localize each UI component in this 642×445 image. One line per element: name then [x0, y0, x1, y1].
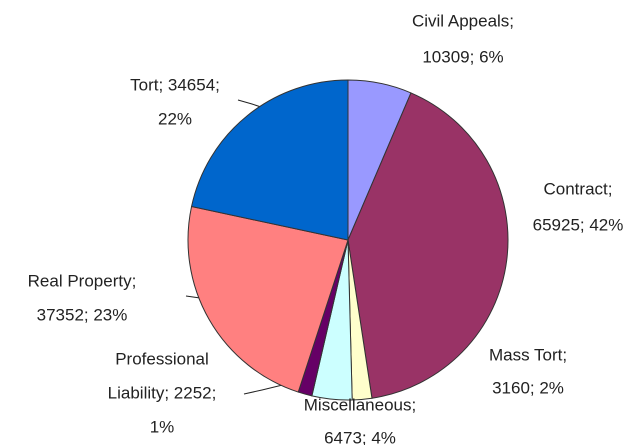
slice-label: 22% — [158, 109, 192, 128]
slice-label: 6473; 4% — [324, 428, 396, 445]
slice-label: Mass Tort; — [489, 345, 567, 364]
slice-label: Miscellaneous; — [304, 395, 416, 414]
slice-label: Liability; 2252; — [108, 383, 217, 402]
slice-label: 37352; 23% — [37, 305, 128, 324]
pie-slice — [190, 79, 349, 241]
slice-label: Civil Appeals; — [412, 11, 514, 30]
slice-label: Contract; — [544, 179, 613, 198]
slice-label: 3160; 2% — [492, 378, 564, 397]
slice-label: 10309; 6% — [422, 47, 503, 66]
pie-slice — [187, 205, 349, 393]
slice-label: Professional — [115, 349, 209, 368]
slice-label: 65925; 42% — [533, 215, 624, 234]
slice-label: Tort; 34654; — [130, 75, 220, 94]
slice-label: Real Property; — [28, 271, 137, 290]
slice-label: 1% — [150, 417, 175, 436]
pie-slice — [347, 92, 509, 399]
